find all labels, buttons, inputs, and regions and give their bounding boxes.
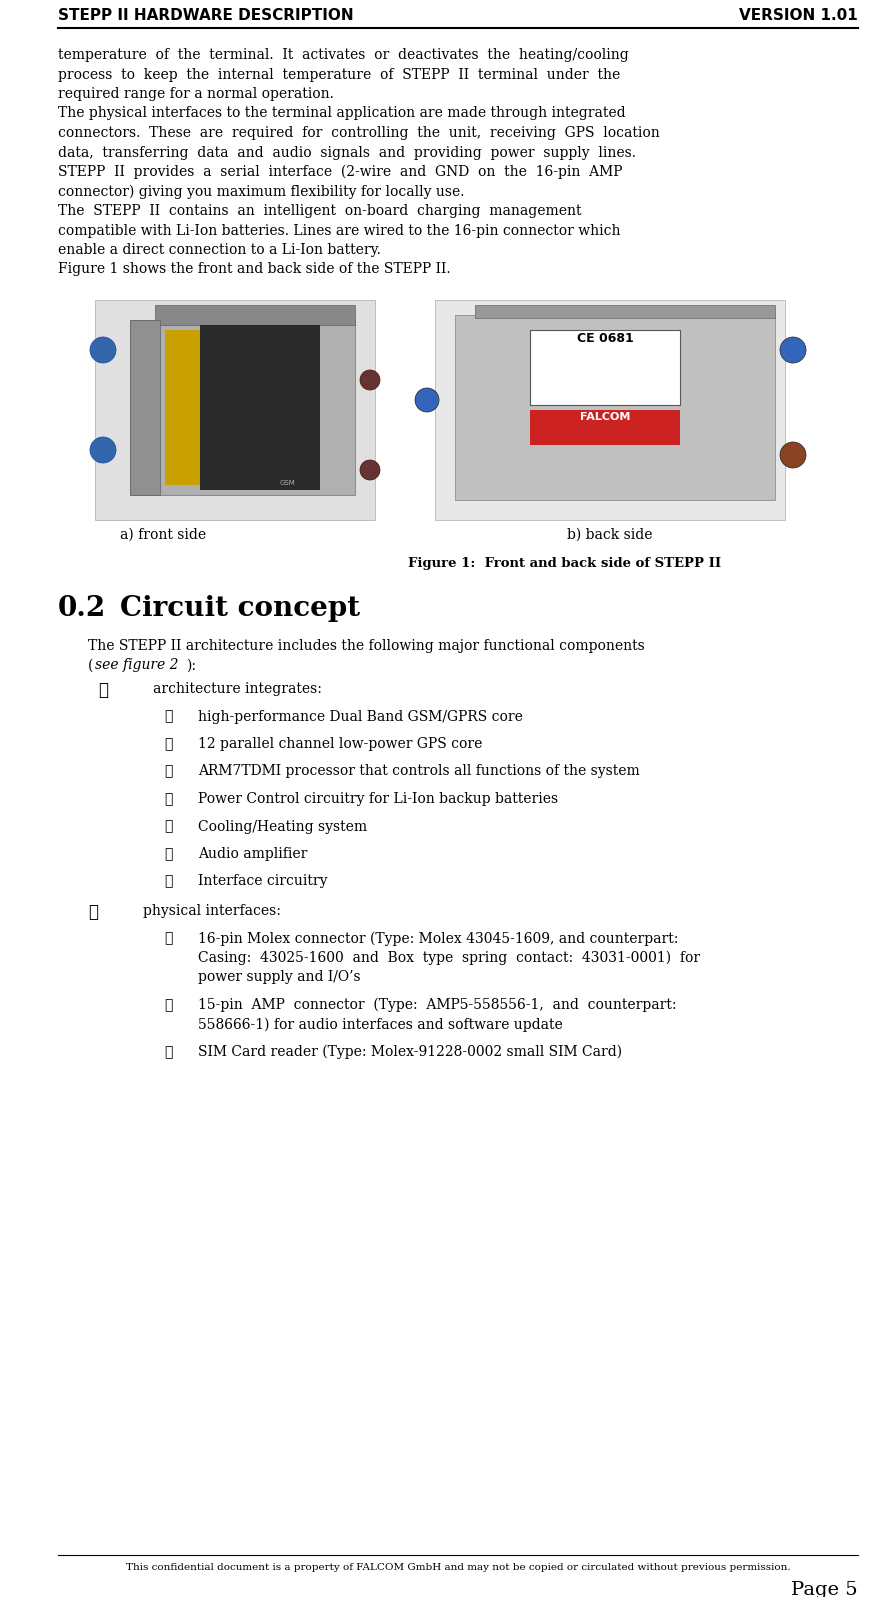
Bar — [475, 305, 775, 318]
Text: (: ( — [88, 658, 94, 672]
Text: ❖: ❖ — [98, 682, 108, 699]
Text: The  STEPP  II  contains  an  intelligent  on-board  charging  management: The STEPP II contains an intelligent on-… — [58, 204, 582, 219]
Text: ✓: ✓ — [164, 1044, 172, 1059]
Text: architecture integrates:: architecture integrates: — [153, 682, 322, 696]
Text: Figure 1 shows the front and back side of the STEPP II.: Figure 1 shows the front and back side o… — [58, 262, 450, 276]
Bar — [200, 326, 320, 490]
Text: ✓: ✓ — [164, 736, 172, 751]
Text: Power Control circuitry for Li-Ion backup batteries: Power Control circuitry for Li-Ion backu… — [198, 792, 558, 806]
Text: enable a direct connection to a Li-Ion battery.: enable a direct connection to a Li-Ion b… — [58, 243, 381, 257]
Text: FALCOM: FALCOM — [580, 412, 630, 422]
Text: ✓: ✓ — [164, 931, 172, 945]
Bar — [130, 319, 160, 495]
Bar — [530, 410, 680, 446]
Text: ✓: ✓ — [164, 765, 172, 778]
Text: 0.2: 0.2 — [58, 596, 106, 621]
Text: 15-pin  AMP  connector  (Type:  AMP5-558556-1,  and  counterpart:: 15-pin AMP connector (Type: AMP5-558556-… — [198, 998, 676, 1012]
Text: STEPP II HARDWARE DESCRIPTION: STEPP II HARDWARE DESCRIPTION — [58, 8, 353, 22]
Text: VERSION 1.01: VERSION 1.01 — [739, 8, 858, 22]
Bar — [95, 300, 375, 521]
Text: Cooling/Heating system: Cooling/Heating system — [198, 819, 368, 834]
Text: physical interfaces:: physical interfaces: — [143, 904, 281, 918]
Bar — [530, 331, 680, 406]
Text: The STEPP II architecture includes the following major functional components: The STEPP II architecture includes the f… — [88, 639, 645, 653]
Text: see figure 2: see figure 2 — [95, 658, 178, 672]
Text: STEPP  II  provides  a  serial  interface  (2-wire  and  GND  on  the  16-pin  A: STEPP II provides a serial interface (2-… — [58, 164, 623, 179]
Text: 558666-1) for audio interfaces and software update: 558666-1) for audio interfaces and softw… — [198, 1017, 563, 1032]
Text: ✓: ✓ — [164, 792, 172, 806]
Text: connector) giving you maximum flexibility for locally use.: connector) giving you maximum flexibilit… — [58, 185, 465, 200]
Text: ❖: ❖ — [88, 904, 98, 921]
Circle shape — [415, 388, 439, 412]
Text: Circuit concept: Circuit concept — [120, 596, 360, 621]
Text: ):: ): — [186, 658, 196, 672]
Text: 12 parallel channel low-power GPS core: 12 parallel channel low-power GPS core — [198, 736, 483, 751]
Text: connectors.  These  are  required  for  controlling  the  unit,  receiving  GPS : connectors. These are required for contr… — [58, 126, 660, 141]
Text: a) front side: a) front side — [120, 529, 206, 541]
Text: ✓: ✓ — [164, 846, 172, 861]
Text: b) back side: b) back side — [567, 529, 653, 541]
Text: The physical interfaces to the terminal application are made through integrated: The physical interfaces to the terminal … — [58, 107, 625, 120]
Text: temperature  of  the  terminal.  It  activates  or  deactivates  the  heating/co: temperature of the terminal. It activate… — [58, 48, 629, 62]
Text: 16-pin Molex connector (Type: Molex 43045-1609, and counterpart:: 16-pin Molex connector (Type: Molex 4304… — [198, 931, 679, 945]
Text: Figure 1:  Front and back side of STEPP II: Figure 1: Front and back side of STEPP I… — [408, 557, 721, 570]
Text: ✓: ✓ — [164, 875, 172, 888]
Text: Casing:  43025-1600  and  Box  type  spring  contact:  43031-0001)  for: Casing: 43025-1600 and Box type spring c… — [198, 950, 700, 966]
Bar — [435, 300, 785, 521]
Text: CE 0681: CE 0681 — [576, 332, 633, 345]
Bar — [130, 319, 355, 495]
Text: high-performance Dual Band GSM/GPRS core: high-performance Dual Band GSM/GPRS core — [198, 709, 523, 723]
Text: ARM7TDMI processor that controls all functions of the system: ARM7TDMI processor that controls all fun… — [198, 765, 640, 778]
Text: required range for a normal operation.: required range for a normal operation. — [58, 86, 334, 101]
Circle shape — [780, 442, 806, 468]
Text: Page 5: Page 5 — [791, 1581, 858, 1597]
Text: process  to  keep  the  internal  temperature  of  STEPP  II  terminal  under  t: process to keep the internal temperature… — [58, 67, 620, 81]
Bar — [155, 305, 355, 326]
Bar — [165, 331, 200, 485]
Text: SIM Card reader (Type: Molex-91228-0002 small SIM Card): SIM Card reader (Type: Molex-91228-0002 … — [198, 1044, 622, 1059]
Text: ✓: ✓ — [164, 709, 172, 723]
Circle shape — [90, 438, 116, 463]
Bar — [455, 315, 775, 500]
Text: compatible with Li-Ion batteries. Lines are wired to the 16-pin connector which: compatible with Li-Ion batteries. Lines … — [58, 224, 621, 238]
Text: Interface circuitry: Interface circuitry — [198, 875, 327, 888]
Text: ✓: ✓ — [164, 819, 172, 834]
Text: power supply and I/O’s: power supply and I/O’s — [198, 971, 360, 984]
Text: data,  transferring  data  and  audio  signals  and  providing  power  supply  l: data, transferring data and audio signal… — [58, 145, 636, 160]
Text: ✓: ✓ — [164, 998, 172, 1012]
Circle shape — [780, 337, 806, 363]
Text: This confidential document is a property of FALCOM GmbH and may not be copied or: This confidential document is a property… — [126, 1563, 790, 1571]
Circle shape — [360, 460, 380, 481]
Circle shape — [360, 371, 380, 390]
Text: Audio amplifier: Audio amplifier — [198, 846, 308, 861]
Text: GSM: GSM — [279, 481, 295, 485]
Circle shape — [90, 337, 116, 363]
